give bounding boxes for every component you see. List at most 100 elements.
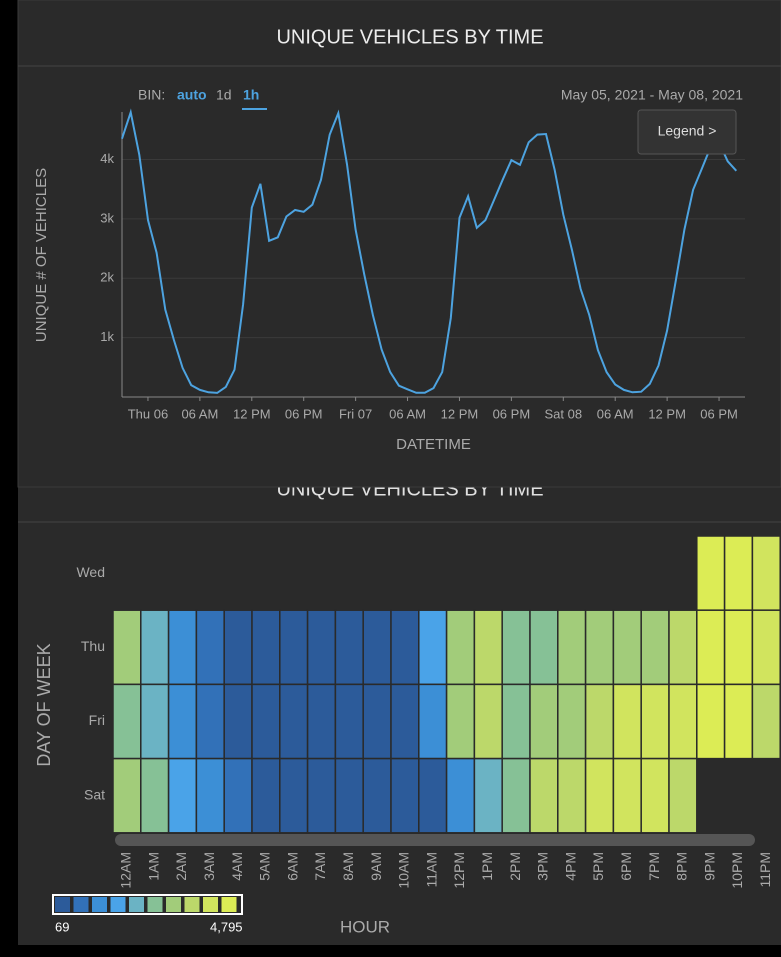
- heatmap-cell: [612, 757, 642, 834]
- heatmap-cell: [751, 609, 781, 686]
- y-tick-label: Sat: [84, 786, 105, 802]
- date-range: May 05, 2021 - May 08, 2021: [561, 87, 743, 103]
- x-tick-label: 9AM: [368, 852, 384, 881]
- x-tick-label: Sat 08: [544, 406, 582, 421]
- heatmap-cell: [640, 683, 670, 760]
- x-tick-label: 8AM: [340, 852, 356, 881]
- heatmap-cell: [529, 609, 559, 686]
- line-panel: [17, 0, 781, 488]
- heatmap-cell: [306, 609, 337, 686]
- heatmap-cell: [751, 535, 781, 611]
- heatmap-cell: [445, 683, 476, 760]
- heatmap-cell: [668, 609, 698, 686]
- heatmap-cell: [723, 609, 754, 686]
- x-tick-label: 7AM: [312, 852, 328, 881]
- heatmap-cell: [501, 757, 531, 834]
- x-tick-label: 3AM: [201, 852, 217, 881]
- heatmap-cell: [584, 609, 615, 686]
- heatmap-cell: [473, 609, 503, 686]
- x-tick-label: 06 PM: [493, 406, 531, 421]
- heatmap-cell: [306, 683, 337, 760]
- x-tick-label: 8PM: [674, 852, 690, 881]
- x-tick-label: 6AM: [284, 852, 300, 881]
- legend-button-label[interactable]: Legend >: [658, 123, 717, 139]
- heatmap-cell: [195, 683, 225, 760]
- heatmap-cell: [390, 609, 420, 686]
- heatmap-cell: [390, 757, 420, 834]
- heatmap-cell: [140, 609, 170, 686]
- heatmap-cell: [529, 757, 559, 834]
- heatmap-cell: [390, 683, 420, 760]
- line-title: UNIQUE VEHICLES BY TIME: [276, 26, 543, 48]
- bin-option[interactable]: 1d: [216, 87, 232, 103]
- heatmap-cell: [140, 757, 170, 834]
- x-tick-label: 12 PM: [441, 406, 479, 421]
- heatmap-cell: [696, 535, 726, 611]
- x-axis-label: DATETIME: [396, 436, 471, 453]
- x-axis-label: HOUR: [340, 917, 390, 936]
- heatmap-cell: [751, 683, 781, 760]
- bin-option[interactable]: 1h: [243, 87, 259, 103]
- color-legend-swatch: [129, 897, 144, 912]
- y-tick-label: Fri: [89, 712, 105, 728]
- heatmap-cell: [167, 683, 198, 760]
- heatmap-cell: [223, 609, 253, 686]
- scrollbar: [115, 834, 755, 846]
- color-legend-label: 4,795: [210, 919, 243, 934]
- x-tick-label: 11AM: [423, 852, 439, 888]
- color-legend-swatch: [110, 897, 126, 912]
- heatmap-cell: [529, 683, 559, 760]
- line-series: [121, 108, 738, 394]
- heatmap-cell: [723, 683, 754, 760]
- x-tick-label: 2PM: [507, 852, 523, 881]
- y-axis-label: UNIQUE # OF VEHICLES: [33, 168, 50, 342]
- color-legend-swatch: [221, 897, 237, 912]
- heatmap-cell: [223, 757, 253, 834]
- x-tick-label: 1PM: [479, 852, 495, 881]
- x-tick-label: 06 AM: [181, 406, 218, 421]
- heatmap-cell: [473, 757, 503, 834]
- legend-button[interactable]: [637, 109, 737, 155]
- y-tick-label: Thu: [81, 638, 105, 654]
- bin-option[interactable]: auto: [177, 87, 207, 103]
- heatmap-cell: [195, 609, 225, 686]
- heatmap-cell: [501, 683, 531, 760]
- heatmap-cell: [723, 535, 754, 611]
- heatmap-cell: [223, 683, 253, 760]
- x-tick-label: Thu 06: [128, 406, 168, 421]
- color-legend-swatch: [55, 897, 70, 912]
- x-tick-label: 12 PM: [648, 406, 686, 421]
- heatmap-cell: [501, 609, 531, 686]
- heatmap-cell: [112, 609, 142, 686]
- heatmap-cell: [557, 757, 587, 834]
- x-tick-label: 5AM: [257, 852, 273, 881]
- heatmap-cell: [279, 757, 309, 834]
- y-tick-label: 1k: [100, 329, 114, 344]
- x-tick-label: 2AM: [173, 852, 189, 881]
- x-tick-label: 7PM: [646, 852, 662, 881]
- heatmap-cell: [167, 609, 198, 686]
- heatmap-cell: [418, 757, 448, 834]
- heatmap-cell: [557, 683, 587, 760]
- color-legend-frame: [52, 894, 243, 915]
- heatmap-cell: [334, 757, 364, 834]
- x-tick-label: 1AM: [145, 852, 161, 881]
- y-axis-label: DAY OF WEEK: [34, 643, 54, 766]
- x-tick-label: 9PM: [701, 852, 717, 881]
- heatmap-cell: [251, 683, 281, 760]
- heatmap-cell: [279, 609, 309, 686]
- heatmap-cell: [696, 609, 726, 686]
- x-tick-label: 10AM: [396, 852, 412, 889]
- x-tick-label: 06 AM: [389, 406, 426, 421]
- heatmap-cell: [668, 683, 698, 760]
- heatmap-cell: [696, 683, 726, 760]
- heatmap-cell: [668, 757, 698, 834]
- y-tick-label: 3k: [100, 210, 114, 225]
- x-tick-label: 12 PM: [233, 406, 271, 421]
- heatmap-cell: [445, 609, 476, 686]
- heatmap-cell: [362, 683, 392, 760]
- heatmap-cell: [112, 683, 142, 760]
- x-tick-label: 4AM: [229, 852, 245, 881]
- x-tick-label: 06 AM: [597, 406, 634, 421]
- heatmap-cell: [167, 757, 198, 834]
